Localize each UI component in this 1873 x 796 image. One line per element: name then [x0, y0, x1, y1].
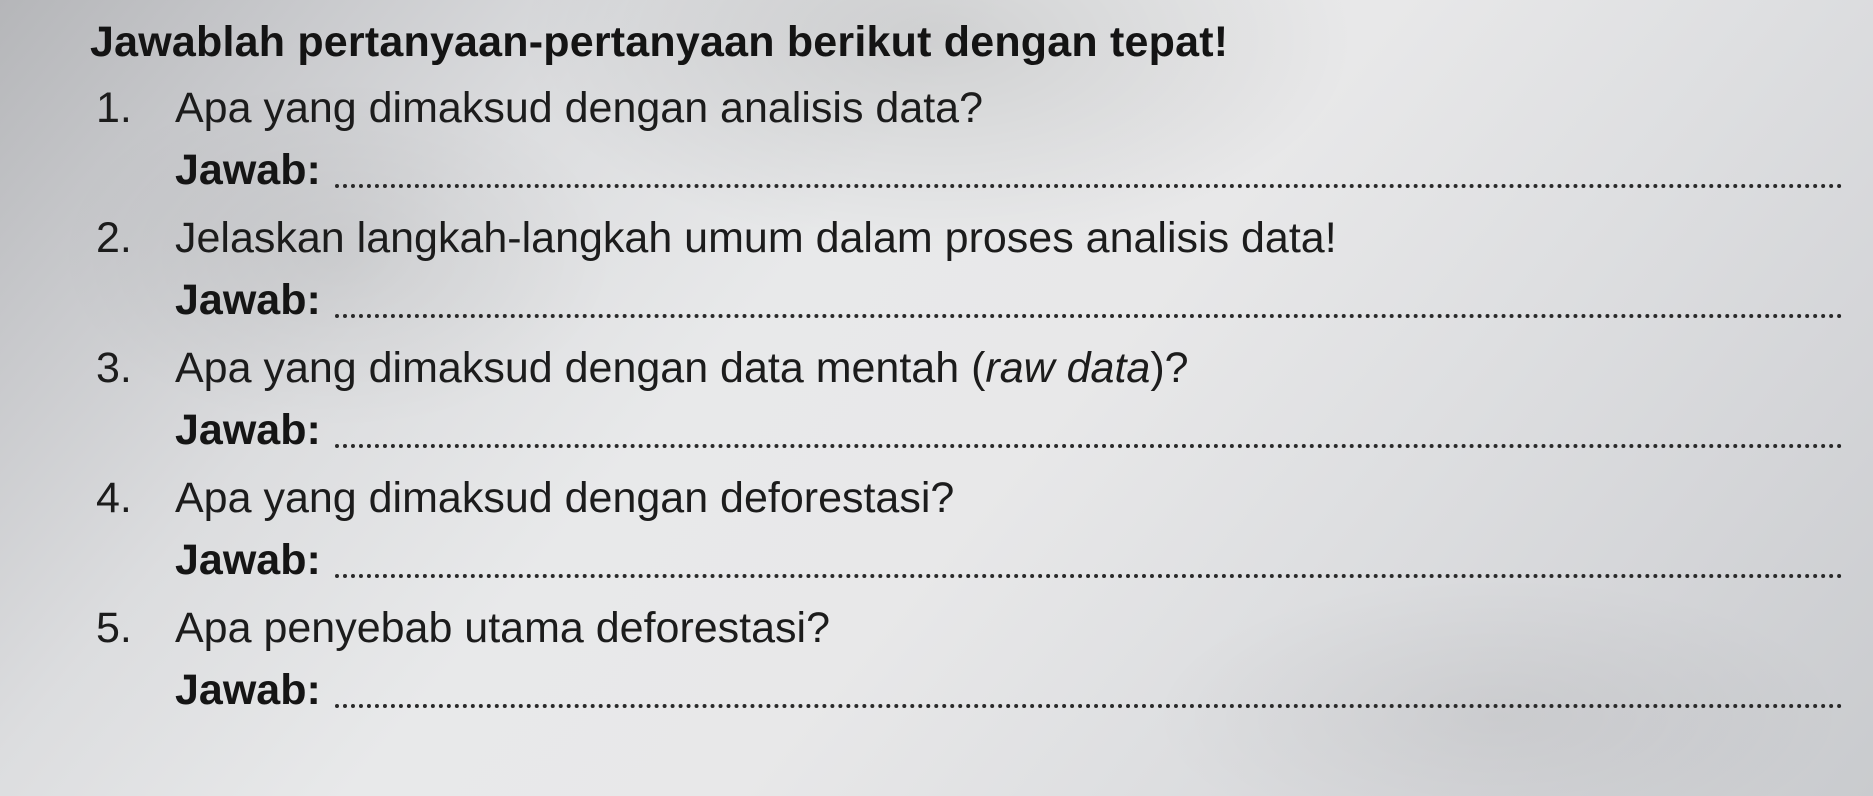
answer-blank-line[interactable] — [335, 404, 1843, 448]
answer-row: Jawab: — [90, 400, 1843, 455]
answer-label: Jawab: — [175, 666, 321, 715]
question-row: 2. Jelaskan langkah-langkah umum dalam p… — [90, 211, 1843, 266]
question-number: 4. — [90, 474, 175, 523]
question-text: Apa penyebab utama deforestasi? — [175, 601, 830, 656]
answer-row: Jawab: — [90, 270, 1843, 325]
question-text: Apa yang dimaksud dengan data mentah (ra… — [175, 341, 1189, 396]
answer-blank-line[interactable] — [335, 664, 1843, 708]
question-number: 1. — [90, 84, 175, 133]
question-text: Jelaskan langkah-langkah umum dalam pros… — [175, 211, 1337, 266]
question-number: 2. — [90, 214, 175, 263]
answer-blank-line[interactable] — [335, 144, 1843, 188]
instruction-heading: Jawablah pertanyaan-pertanyaan berikut d… — [90, 18, 1843, 67]
answer-row: Jawab: — [90, 140, 1843, 195]
question-text-post: )? — [1150, 344, 1188, 392]
answer-label: Jawab: — [175, 276, 321, 325]
question-text: Apa yang dimaksud dengan deforestasi? — [175, 471, 954, 526]
answer-row: Jawab: — [90, 660, 1843, 715]
question-row: 5. Apa penyebab utama deforestasi? — [90, 601, 1843, 656]
question-row: 4. Apa yang dimaksud dengan deforestasi? — [90, 471, 1843, 526]
worksheet-page: Jawablah pertanyaan-pertanyaan berikut d… — [0, 0, 1873, 796]
question-row: 3. Apa yang dimaksud dengan data mentah … — [90, 341, 1843, 396]
answer-row: Jawab: — [90, 530, 1843, 585]
answer-label: Jawab: — [175, 146, 321, 195]
answer-label: Jawab: — [175, 406, 321, 455]
answer-blank-line[interactable] — [335, 274, 1843, 318]
answer-blank-line[interactable] — [335, 534, 1843, 578]
question-text: Apa yang dimaksud dengan analisis data? — [175, 81, 983, 136]
question-number: 5. — [90, 604, 175, 653]
question-text-italic: raw data — [985, 344, 1150, 392]
question-text-pre: Apa yang dimaksud dengan data mentah ( — [175, 344, 985, 392]
question-number: 3. — [90, 344, 175, 393]
question-row: 1. Apa yang dimaksud dengan analisis dat… — [90, 81, 1843, 136]
answer-label: Jawab: — [175, 536, 321, 585]
